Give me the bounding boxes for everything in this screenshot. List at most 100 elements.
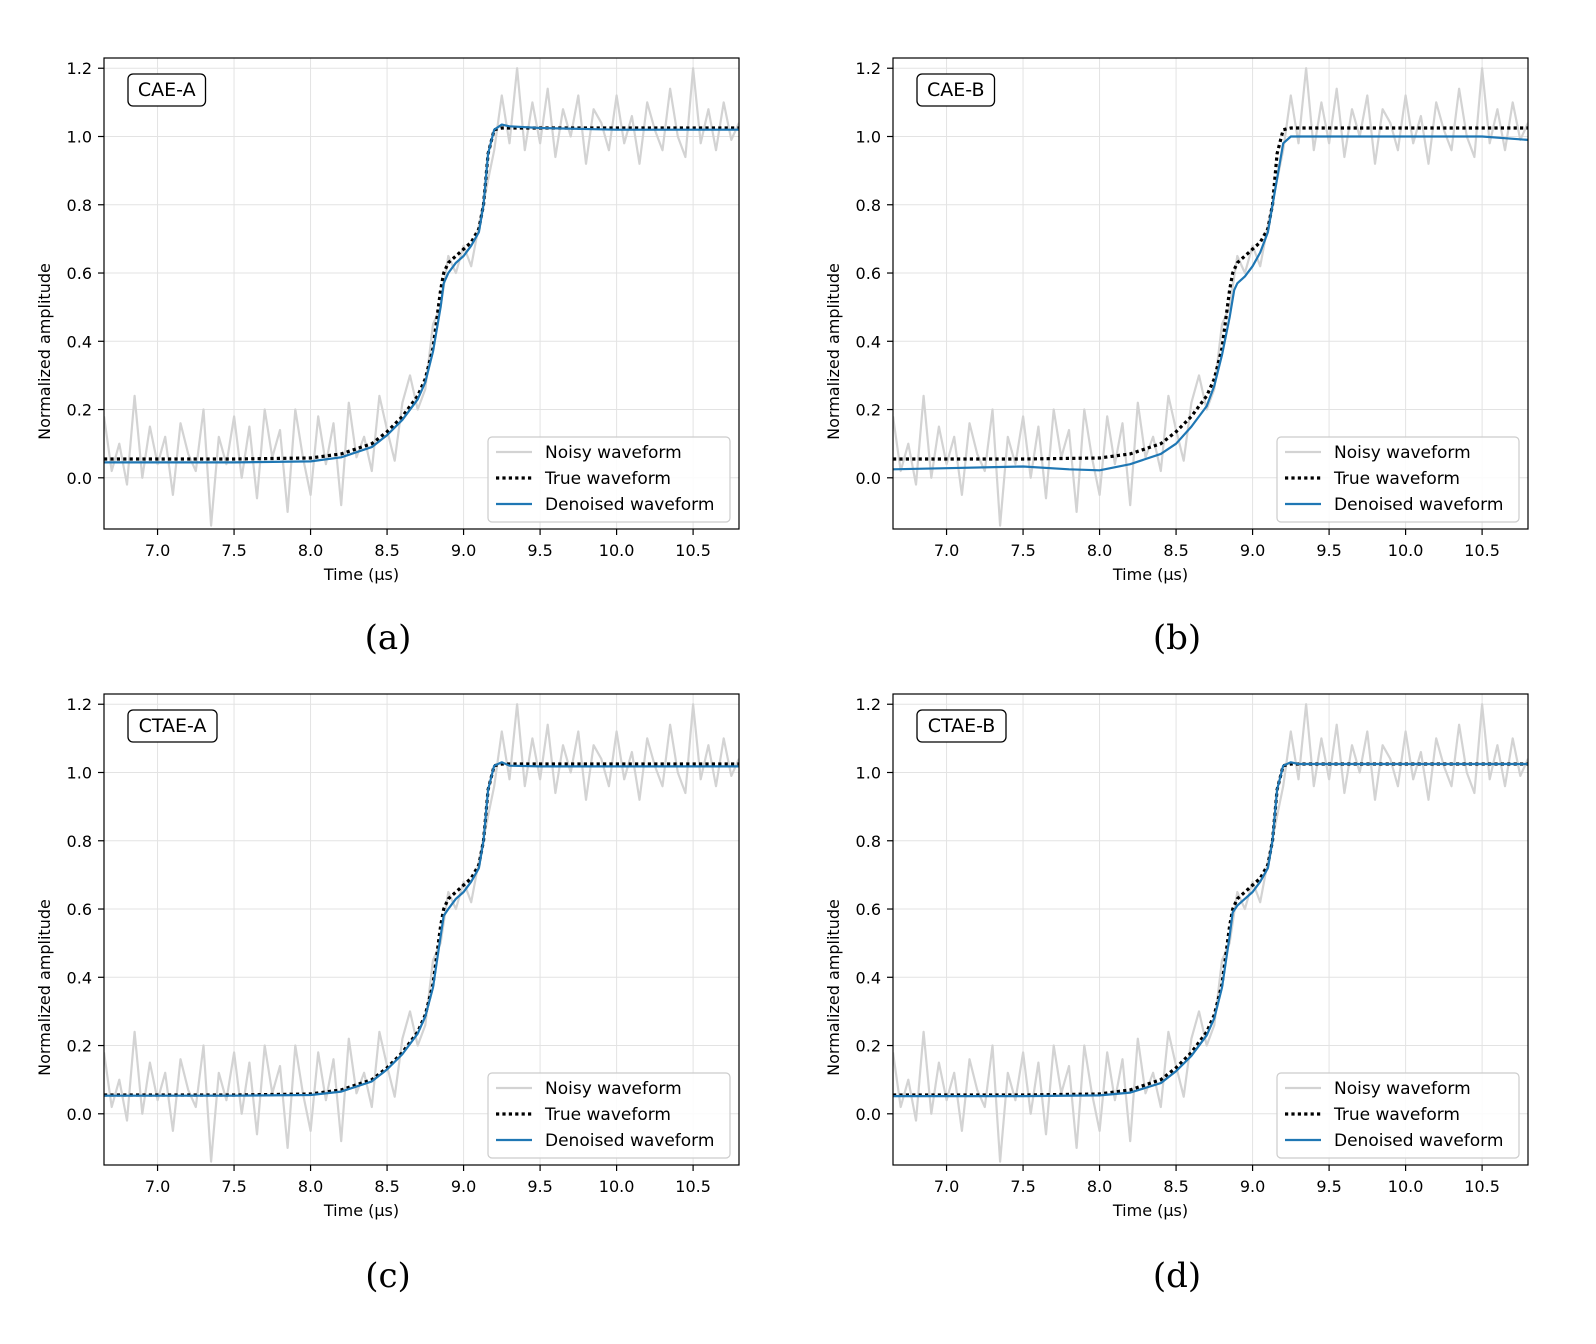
- panel-label-box: [916, 709, 1007, 743]
- legend-true-label: True waveform: [544, 469, 671, 489]
- y-tick-label: 1.0: [856, 764, 881, 783]
- x-tick-label: 9.0: [1240, 541, 1265, 560]
- legend-box: [1276, 1072, 1520, 1159]
- legend-box: [1276, 436, 1520, 523]
- axes-frame: [103, 693, 740, 1166]
- y-axis-label: Normalized amplitude: [35, 899, 54, 1076]
- axes-frame: [892, 693, 1529, 1166]
- legend-box: [487, 1072, 731, 1159]
- x-axis-label: Time (μs): [323, 565, 399, 584]
- x-axis-label: Time (μs): [323, 1201, 399, 1220]
- chart-svg-b: 7.0 7.5 8.0 8.5 9.0 9.5 10.0 10.5 0.0 0.2 0.4 0.6 0.…: [824, 57, 1529, 584]
- caption-c: (c): [365, 1256, 411, 1296]
- x-tick-label: 8.5: [374, 1177, 399, 1196]
- noisy-waveform-line: [893, 703, 1528, 1163]
- plot-area: [104, 67, 739, 527]
- x-tick-label: 7.0: [145, 541, 170, 560]
- x-tick-label: 10.5: [1464, 541, 1500, 560]
- x-axis-label: Time (μs): [1112, 565, 1188, 584]
- subplot-a: 7.0 7.5 8.0 8.5 9.0 9.5 10.0 10.5 0.0 0.2 0.4 0.6 0.…: [0, 0, 798, 672]
- y-tick-label: 0.6: [67, 264, 92, 283]
- noisy-waveform-line: [893, 67, 1528, 527]
- y-tick-label: 0.6: [856, 264, 881, 283]
- x-tick-label: 10.0: [1388, 541, 1424, 560]
- panel-label: CAE-B: [927, 79, 984, 101]
- legend-denoised-label: Denoised waveform: [545, 495, 714, 515]
- denoised-waveform-line: [104, 123, 739, 464]
- y-tick-label: 1.0: [856, 128, 881, 147]
- legend-noisy-label: Noisy waveform: [1334, 443, 1471, 463]
- x-tick-label: 9.5: [527, 541, 552, 560]
- x-tick-label: 8.5: [1163, 1177, 1188, 1196]
- plot-area: [104, 703, 739, 1163]
- x-tick-label: 7.5: [1010, 541, 1035, 560]
- noisy-waveform-line: [104, 703, 739, 1163]
- x-tick-label: 7.5: [221, 1177, 246, 1196]
- y-tick-label: 1.2: [856, 59, 881, 78]
- x-axis-label: Time (μs): [1112, 1201, 1188, 1220]
- x-tick-label: 10.0: [1388, 1177, 1424, 1196]
- y-axis-label: Normalized amplitude: [824, 899, 843, 1076]
- true-waveform-line: [104, 126, 739, 461]
- y-tick-label: 0.0: [67, 1105, 92, 1124]
- y-tick-label: 1.0: [67, 128, 92, 147]
- x-tick-label: 10.5: [1464, 1177, 1500, 1196]
- panel-label-box: [127, 73, 207, 107]
- denoised-waveform-line: [893, 761, 1528, 1098]
- y-tick-label: 0.2: [856, 401, 881, 420]
- subplot-c: 7.0 7.5 8.0 8.5 9.0 9.5 10.0 10.5 0.0 0.2 0.4 0.6 0.…: [0, 636, 798, 1308]
- y-tick-label: 1.0: [67, 764, 92, 783]
- legend-box: [487, 436, 731, 523]
- y-tick-label: 0.4: [856, 968, 881, 987]
- y-tick-label: 0.8: [67, 832, 92, 851]
- caption-d: (d): [1152, 1256, 1202, 1296]
- subplot-d: 7.0 7.5 8.0 8.5 9.0 9.5 10.0 10.5 0.0 0.2 0.4 0.6 0.…: [789, 636, 1587, 1308]
- axes-frame: [103, 57, 740, 530]
- y-tick-label: 0.0: [856, 469, 881, 488]
- y-tick-label: 0.0: [856, 1105, 881, 1124]
- y-tick-label: 0.8: [67, 196, 92, 215]
- plot-area: [893, 703, 1528, 1163]
- legend-noisy-label: Noisy waveform: [1334, 1079, 1471, 1099]
- x-tick-label: 9.0: [451, 1177, 476, 1196]
- y-tick-label: 0.2: [856, 1037, 881, 1056]
- y-tick-label: 0.2: [67, 1037, 92, 1056]
- x-tick-label: 9.5: [527, 1177, 552, 1196]
- legend-true-label: True waveform: [1333, 1105, 1460, 1125]
- denoised-waveform-line: [104, 761, 739, 1097]
- panel-label: CAE-A: [138, 79, 196, 101]
- legend-noisy-label: Noisy waveform: [545, 443, 682, 463]
- x-tick-label: 7.0: [934, 1177, 959, 1196]
- y-tick-label: 0.8: [856, 832, 881, 851]
- y-tick-label: 0.0: [67, 469, 92, 488]
- x-tick-label: 8.0: [1087, 541, 1112, 560]
- y-tick-label: 1.2: [67, 59, 92, 78]
- y-tick-label: 0.6: [856, 900, 881, 919]
- x-tick-label: 9.5: [1316, 1177, 1341, 1196]
- panel-label-box: [127, 709, 218, 743]
- y-tick-label: 0.4: [67, 332, 92, 351]
- x-tick-label: 10.0: [599, 1177, 635, 1196]
- y-tick-label: 1.2: [67, 695, 92, 714]
- y-tick-label: 0.6: [67, 900, 92, 919]
- denoised-waveform-line: [893, 135, 1528, 472]
- chart-svg-d: 7.0 7.5 8.0 8.5 9.0 9.5 10.0 10.5 0.0 0.2 0.4 0.6 0.…: [824, 693, 1529, 1220]
- x-tick-label: 10.5: [675, 541, 711, 560]
- x-tick-label: 9.5: [1316, 541, 1341, 560]
- chart-svg-a: 7.0 7.5 8.0 8.5 9.0 9.5 10.0 10.5 0.0 0.2 0.4 0.6 0.…: [35, 57, 740, 584]
- plot-area: [893, 67, 1528, 527]
- x-tick-label: 8.0: [298, 541, 323, 560]
- legend-denoised-label: Denoised waveform: [1334, 1131, 1503, 1151]
- x-tick-label: 9.0: [1240, 1177, 1265, 1196]
- legend-true-label: True waveform: [544, 1105, 671, 1125]
- subplot-b: 7.0 7.5 8.0 8.5 9.0 9.5 10.0 10.5 0.0 0.2 0.4 0.6 0.…: [789, 0, 1587, 672]
- panel-label: CTAE-B: [928, 715, 996, 737]
- x-tick-label: 7.0: [934, 541, 959, 560]
- axes-frame: [892, 57, 1529, 530]
- legend-denoised-label: Denoised waveform: [545, 1131, 714, 1151]
- x-tick-label: 7.5: [221, 541, 246, 560]
- x-tick-label: 9.0: [451, 541, 476, 560]
- legend-true-label: True waveform: [1333, 469, 1460, 489]
- y-axis-label: Normalized amplitude: [35, 263, 54, 440]
- caption-a: (a): [364, 618, 412, 658]
